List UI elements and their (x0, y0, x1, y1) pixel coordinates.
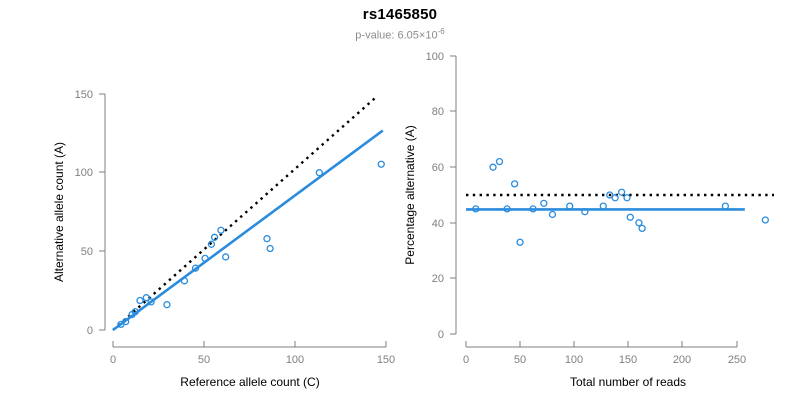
right-y-axis-title: Percentage alternative (A) (403, 125, 417, 264)
data-point (315, 169, 323, 177)
left-xtick-150: 150 (377, 354, 395, 366)
data-point (377, 160, 385, 168)
data-point (721, 202, 730, 210)
pvalue-text: p-value: 6.05×10 (355, 29, 438, 42)
right-ytick-20: 20 (432, 273, 444, 285)
data-point (623, 194, 631, 202)
data-point (606, 191, 614, 199)
data-point (263, 235, 271, 243)
data-point (626, 213, 634, 221)
data-point (122, 317, 130, 326)
left-ytick-0: 0 (87, 325, 93, 337)
right-xtick-150: 150 (619, 354, 637, 366)
left-xtick-50: 50 (198, 354, 210, 366)
data-point (191, 264, 200, 272)
data-point (638, 224, 646, 233)
left-y-ticklabels: 150 100 50 0 (75, 89, 93, 337)
data-point (599, 202, 607, 210)
data-point (510, 180, 519, 188)
page-title: rs1465850 (362, 6, 438, 23)
data-point (516, 238, 524, 246)
left-ytick-150: 150 (75, 89, 93, 101)
left-x-ticklabels: 0 50 100 150 (110, 354, 395, 366)
right-x-axis-title: Total number of reads (570, 375, 686, 389)
data-point (266, 244, 274, 253)
right-x-ticklabels: 0 50 100 150 200 250 (463, 354, 746, 366)
left-xtick-100: 100 (286, 354, 304, 366)
left-y-axis-title: Alternative allele count (A) (52, 142, 66, 282)
pvalue-exponent: -6 (437, 27, 445, 36)
right-xtick-50: 50 (514, 354, 526, 366)
right-ytick-100: 100 (426, 51, 444, 63)
data-point (210, 233, 219, 241)
right-y-ticklabels: 100 80 60 40 20 0 (426, 51, 444, 341)
left-x-axis (112, 341, 387, 348)
left-ytick-50: 50 (81, 246, 93, 258)
data-point (503, 205, 511, 213)
left-xtick-0: 0 (110, 354, 116, 366)
data-point (147, 298, 155, 306)
data-point (180, 277, 189, 285)
data-point (136, 296, 144, 305)
right-ytick-40: 40 (432, 218, 444, 230)
data-point (761, 216, 769, 224)
data-point (472, 205, 480, 213)
data-point (540, 199, 548, 207)
right-ytick-80: 80 (432, 106, 444, 118)
pvalue-subtitle: p-value: 6.05×10-6 (0, 27, 800, 42)
left-fit-line (112, 129, 384, 332)
data-point (207, 240, 216, 248)
left-scatter-points (117, 160, 385, 329)
right-ytick-60: 60 (432, 162, 444, 174)
right-panel-percentage: 100 80 60 40 20 0 0 50 100 150 200 250 T… (403, 51, 774, 389)
right-xtick-200: 200 (673, 354, 691, 366)
left-panel-allele-counts: 150 100 50 0 0 50 100 150 Reference alle… (52, 89, 395, 389)
right-ytick-0: 0 (438, 329, 444, 341)
right-xtick-100: 100 (565, 354, 583, 366)
data-point (635, 219, 643, 227)
data-point (581, 208, 589, 216)
data-point (217, 226, 225, 234)
data-point (617, 188, 626, 196)
left-reference-line-dotted (112, 95, 378, 331)
right-xtick-250: 250 (728, 354, 746, 366)
data-point (548, 210, 557, 219)
right-x-axis (465, 341, 738, 348)
data-point (201, 254, 209, 263)
data-point (142, 294, 150, 302)
data-point (611, 194, 619, 202)
left-y-axis (99, 93, 106, 331)
right-scatter-points (472, 157, 769, 246)
data-point (163, 301, 171, 309)
data-point (566, 202, 574, 210)
left-ytick-100: 100 (75, 167, 93, 179)
data-point (529, 205, 537, 213)
data-point (489, 163, 497, 171)
data-point (131, 308, 139, 316)
data-point (495, 157, 504, 166)
data-point (222, 253, 230, 261)
right-y-axis (450, 55, 457, 335)
right-xtick-0: 0 (463, 354, 469, 366)
left-x-axis-title: Reference allele count (C) (180, 375, 319, 389)
